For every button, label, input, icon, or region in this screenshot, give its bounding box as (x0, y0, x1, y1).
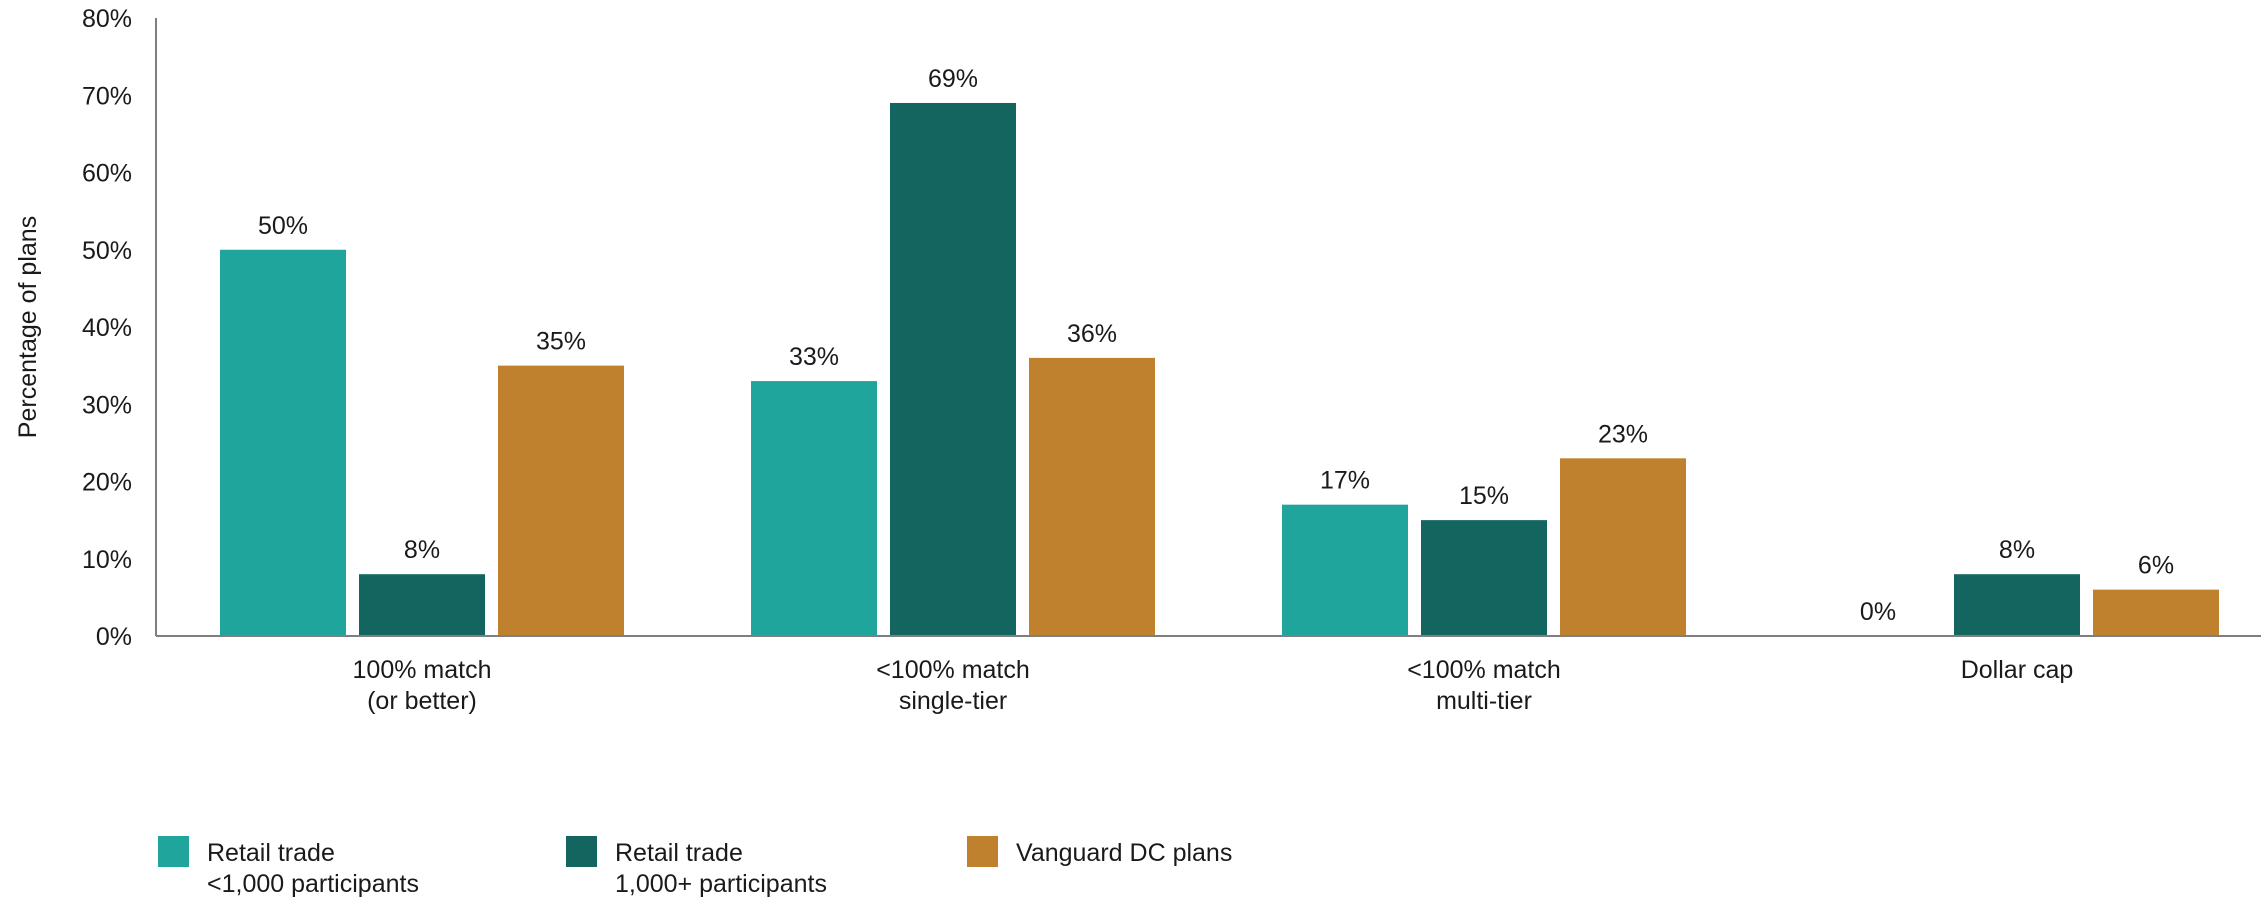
data-label: 15% (1459, 482, 1509, 510)
data-label: 50% (258, 212, 308, 240)
data-label: 23% (1598, 420, 1648, 448)
y-axis: 0% 10% 20% 30% 40% 50% 60% 70% 80% Percentage of … (14, 5, 157, 651)
category-label-line: multi-tier (1436, 687, 1532, 715)
legend-swatch-retail-trade-1-000-participants (566, 836, 597, 867)
data-label: 35% (536, 328, 586, 356)
y-axis-title: Percentage of plans (14, 216, 42, 438)
data-label: 17% (1320, 467, 1370, 495)
category-label-line: <100% match (876, 656, 1030, 684)
category-label: 100% match (or better) (353, 656, 492, 715)
legend-label-line: <1,000 participants (207, 870, 419, 898)
bar-retail-trade-1-000-participants (1421, 520, 1547, 636)
y-tick-label: 50% (82, 237, 132, 265)
legend-label-vanguard-dc-plans: Vanguard DC plans (1016, 839, 1232, 867)
data-label: 8% (404, 536, 440, 564)
y-tick-label: 70% (82, 82, 132, 110)
data-label: 0% (1860, 598, 1896, 626)
y-tick-label: 20% (82, 469, 132, 497)
bar-vanguard-dc-plans (2093, 589, 2219, 636)
y-tick-label: 80% (82, 5, 132, 33)
bar-vanguard-dc-plans (498, 365, 624, 636)
data-label: 6% (2138, 552, 2174, 580)
category-label-line: 100% match (353, 656, 492, 684)
bar-retail-trade-1-000-participants (1954, 574, 2080, 636)
category-label-line: <100% match (1407, 656, 1561, 684)
y-tick-label: 0% (96, 623, 132, 651)
data-label: 69% (928, 65, 978, 93)
y-tick-label: 30% (82, 391, 132, 419)
bar-retail-trade-1-000-participants (751, 381, 877, 636)
category-label-line: (or better) (367, 687, 477, 715)
bar-retail-trade-1-000-participants (359, 574, 485, 636)
data-label: 8% (1999, 536, 2035, 564)
y-tick-label: 40% (82, 314, 132, 342)
bars: 50% 33% 17% 0% 8% 69% 15% 8% 35% 36% 23% 6% (220, 65, 2219, 637)
bar-vanguard-dc-plans (1560, 458, 1686, 636)
legend-swatch-retail-trade-1-000-participants (158, 836, 189, 867)
category-label-line: Dollar cap (1961, 656, 2074, 684)
y-tick-label: 10% (82, 546, 132, 574)
legend-label-line: Retail trade (615, 839, 743, 867)
legend-swatch-vanguard-dc-plans (967, 836, 998, 867)
legend-label-line: Vanguard DC plans (1016, 839, 1232, 867)
data-label: 33% (789, 343, 839, 371)
category-label: Dollar cap (1961, 656, 2074, 684)
legend-label-line: Retail trade (207, 839, 335, 867)
y-tick-label: 60% (82, 160, 132, 188)
category-label: <100% match multi-tier (1407, 656, 1561, 715)
category-label: <100% match single-tier (876, 656, 1030, 715)
legend-label-retail-trade-1-000-participants: Retail trade 1,000+ participants (615, 839, 827, 898)
x-axis: 100% match (or better) <100% match single-t… (156, 635, 2261, 715)
data-label: 36% (1067, 320, 1117, 348)
bar-retail-trade-1-000-participants (890, 102, 1016, 637)
legend-label-retail-trade-1-000-participants: Retail trade <1,000 participants (207, 839, 419, 898)
category-label-line: single-tier (899, 687, 1007, 715)
bar-vanguard-dc-plans (1029, 357, 1155, 636)
bar-retail-trade-1-000-participants (220, 249, 346, 636)
bar-retail-trade-1-000-participants (1282, 504, 1408, 636)
legend-label-line: 1,000+ participants (615, 870, 827, 898)
